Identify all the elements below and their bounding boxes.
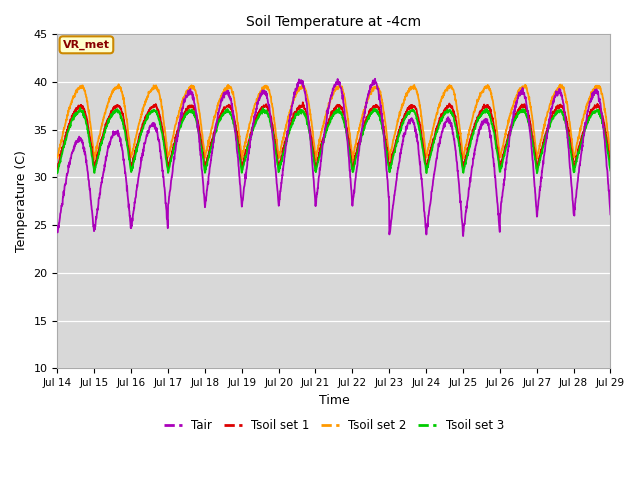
Tair [460,233,467,239]
Line: Tsoil set 3: Tsoil set 3 [58,108,611,173]
Tair [362,105,370,110]
Tair [54,229,61,235]
Tsoil set 3 [607,168,614,173]
Tair [208,153,216,158]
Text: VR_met: VR_met [63,40,110,50]
Tsoil set 2 [607,152,614,158]
Tsoil set 3 [208,141,216,147]
Tsoil set 2 [115,82,122,87]
Tsoil set 1 [54,166,61,172]
Tsoil set 2 [351,148,358,154]
Line: Tsoil set 1: Tsoil set 1 [58,102,611,169]
Tsoil set 1 [349,167,356,172]
Tsoil set 2 [208,125,216,131]
Tsoil set 3 [362,120,370,125]
Tair [607,212,614,217]
Tsoil set 1 [607,163,614,169]
Tsoil set 3 [76,105,84,111]
Tsoil set 1 [208,139,216,145]
Tsoil set 2 [54,155,61,161]
Tair [495,220,503,226]
Title: Soil Temperature at -4cm: Soil Temperature at -4cm [246,15,422,29]
Line: Tair: Tair [58,79,611,236]
Tsoil set 3 [533,170,541,176]
Tair [573,180,581,186]
Tsoil set 2 [558,82,566,88]
Tsoil set 2 [495,144,503,150]
Tsoil set 3 [54,170,61,176]
Tair [558,93,566,98]
Tsoil set 1 [495,159,503,165]
Tsoil set 2 [573,140,581,146]
Tsoil set 1 [299,99,307,105]
Tair [371,76,379,82]
Tsoil set 3 [495,161,502,167]
Tsoil set 2 [312,157,319,163]
Tsoil set 1 [362,117,370,123]
Tsoil set 2 [362,100,370,106]
Tsoil set 1 [573,152,581,157]
X-axis label: Time: Time [319,394,349,407]
Tsoil set 3 [573,156,581,161]
Tsoil set 1 [558,104,566,109]
Y-axis label: Temperature (C): Temperature (C) [15,150,28,252]
Tsoil set 3 [558,109,566,115]
Line: Tsoil set 2: Tsoil set 2 [58,84,611,160]
Tsoil set 3 [350,165,358,170]
Tair [350,192,358,197]
Tsoil set 1 [351,157,358,163]
Legend: Tair, Tsoil set 1, Tsoil set 2, Tsoil set 3: Tair, Tsoil set 1, Tsoil set 2, Tsoil se… [159,414,509,437]
